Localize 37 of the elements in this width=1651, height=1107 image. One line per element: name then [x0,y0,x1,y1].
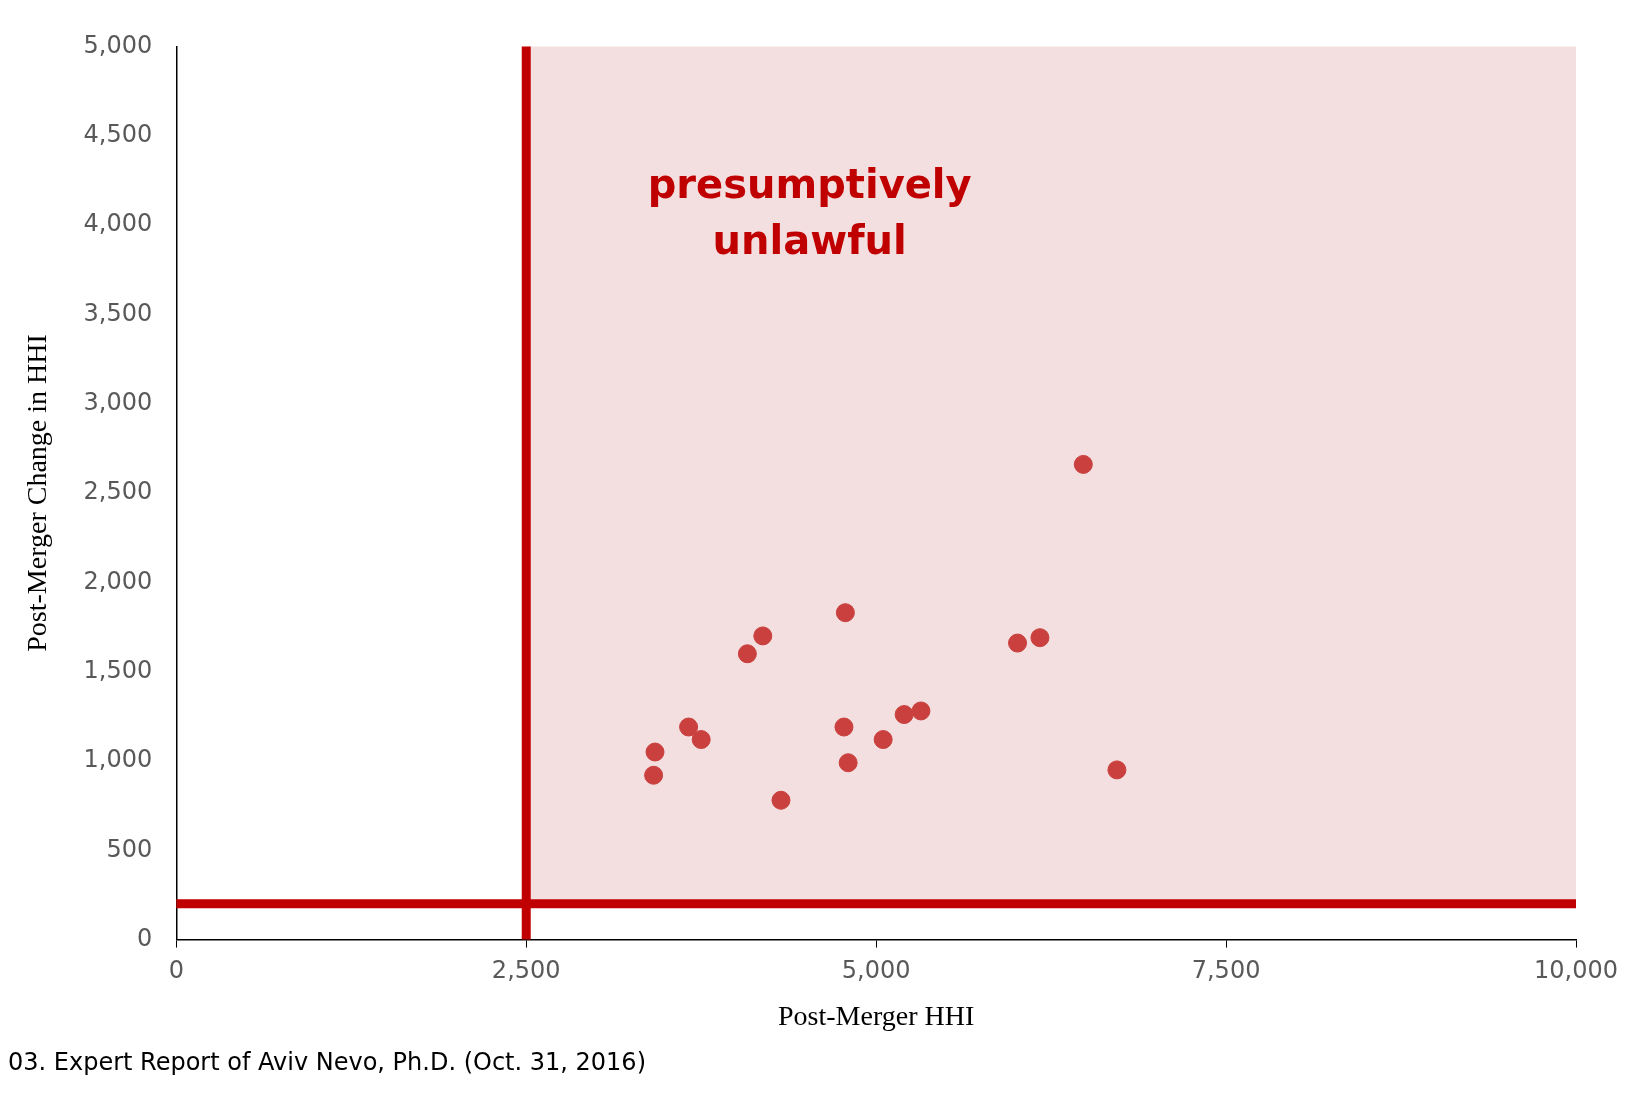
y-tick-label: 5,000 [83,30,153,59]
text: 03. Expert Report of Aviv Nevo, Ph.D. (Oct. 31, 2016) [8,1048,647,1076]
y-tick-label: 4,500 [83,119,153,148]
x-axis-title: Post-Merger HHI [778,999,975,1031]
point [644,765,664,785]
point [894,705,914,725]
y-tick-label: 4,000 [83,209,153,238]
x-tick-label: 5,000 [841,956,911,985]
point [835,603,855,623]
y-tick-label: 3,500 [83,298,153,327]
y-tick-label: 2,000 [83,566,153,595]
point [1073,454,1093,474]
point [911,701,931,721]
y-tick-label: 1,000 [83,745,153,774]
point [834,717,854,737]
y-tick-label: 1,500 [83,655,153,684]
y-tick-label: 500 [106,834,153,863]
y-axis-title: Post-Merger Change in HHI [21,334,53,652]
y-tick-label: 0 [137,923,153,952]
point [873,730,893,750]
point [679,717,699,737]
point [1030,628,1050,648]
point [645,742,665,762]
point [691,730,711,750]
y-tick-label: 2,500 [83,477,153,506]
point [753,626,773,646]
point [1107,760,1127,780]
point [737,644,757,664]
band-label: presumptively unlawful [647,161,972,264]
x-tick-label: 0 [168,956,184,985]
x-tick-label: 2,500 [491,956,561,985]
point [1008,633,1028,653]
x-tick-label: 7,500 [1191,956,1261,985]
y-tick-label: 3,000 [83,387,153,416]
point [838,753,858,773]
point [771,790,791,810]
x-tick-label: 10,000 [1534,956,1618,985]
